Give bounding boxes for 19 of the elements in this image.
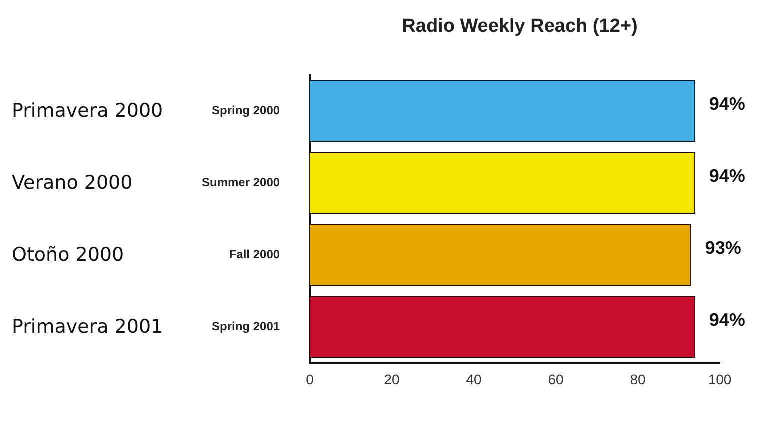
y-tick-label: Spring 2000: [212, 103, 280, 118]
x-tick-label: 0: [306, 371, 314, 388]
data-label: 94%: [709, 94, 746, 114]
y-tick-label: Fall 2000: [229, 247, 280, 262]
data-label: 93%: [705, 238, 742, 258]
text: Otoño 2000: [12, 244, 124, 266]
data-label: 94%: [709, 166, 746, 186]
x-tick-label: 40: [466, 371, 482, 388]
chart-title: Radio Weekly Reach (12+): [401, 16, 639, 38]
x-tick-label: 20: [384, 371, 400, 388]
x-tick-label: 60: [548, 371, 564, 388]
text: Verano 2000: [12, 172, 133, 194]
y-tick-label: Summer 2000: [202, 175, 280, 190]
y-tick-label: Spring 2001: [212, 319, 280, 334]
x-tick-label: 100: [708, 371, 732, 388]
x-tick-label: 80: [630, 371, 646, 388]
text: Primavera 2000: [12, 100, 164, 122]
data-label: 94%: [709, 310, 746, 330]
text: Primavera 2001: [12, 316, 164, 338]
